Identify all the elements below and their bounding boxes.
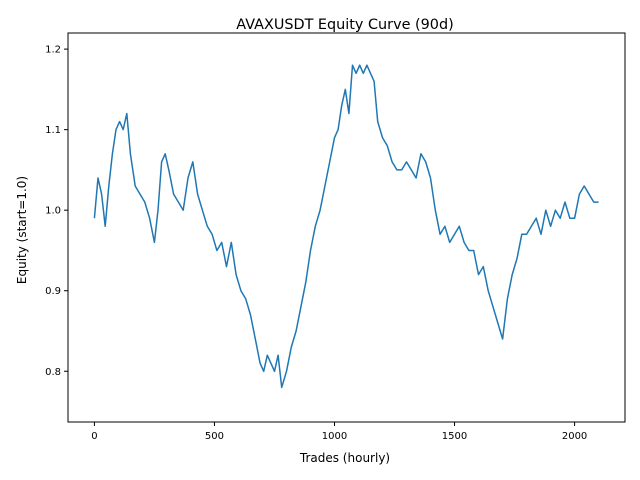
y-tick-label: 0.8 — [45, 367, 61, 378]
y-tick-label: 1.0 — [45, 206, 61, 217]
y-tick-label: 1.2 — [45, 45, 61, 56]
y-tick-label: 0.9 — [45, 286, 61, 297]
y-axis-ticks: 0.8 0.9 1.0 1.1 1.2 — [45, 45, 68, 378]
y-axis-label: Equity (start=1.0) — [15, 176, 29, 284]
series-layer — [93, 64, 599, 389]
plot-frame — [67, 32, 626, 423]
x-tick-label: 0 — [91, 431, 97, 442]
x-tick-label: 500 — [205, 431, 224, 442]
y-tick-label: 1.1 — [45, 125, 61, 136]
x-tick-label: 1000 — [322, 431, 347, 442]
x-axis-label: Trades (hourly) — [299, 451, 390, 465]
x-axis-ticks: 0 500 1000 1500 2000 — [91, 422, 587, 442]
x-tick-label: 1500 — [442, 431, 467, 442]
equity-line-series-0 — [93, 64, 599, 389]
chart-title: AVAXUSDT Equity Curve (90d) — [236, 17, 453, 33]
x-tick-label: 2000 — [562, 431, 587, 442]
